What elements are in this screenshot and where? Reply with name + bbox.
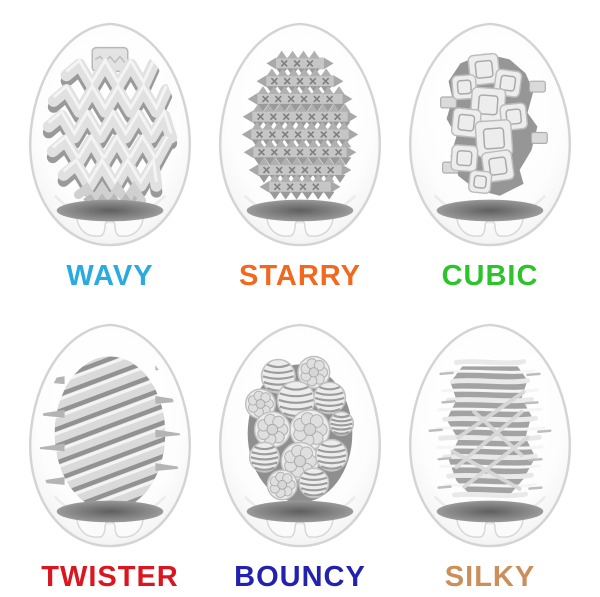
egg-cubic-graphic: [408, 22, 572, 247]
egg-bouncy-graphic: [218, 323, 382, 548]
egg-starry-graphic: [218, 22, 382, 247]
product-cell-twister: TWISTER: [18, 321, 202, 592]
egg-illustration-cubic: [401, 20, 579, 249]
product-cell-bouncy: BOUNCY: [208, 321, 392, 592]
egg-illustration-bouncy: [211, 321, 389, 550]
product-cell-wavy: WAVY: [18, 20, 202, 291]
product-label-cubic: CUBIC: [441, 260, 539, 292]
egg-wavy-graphic: [28, 22, 192, 247]
egg-twister-graphic: [28, 323, 192, 548]
egg-silky-graphic: [408, 323, 572, 548]
product-cell-cubic: CUBIC: [398, 20, 582, 291]
product-label-twister: TWISTER: [41, 561, 179, 593]
product-label-silky: SILKY: [444, 561, 536, 593]
product-cell-starry: STARRY: [208, 20, 392, 291]
product-label-bouncy: BOUNCY: [234, 561, 366, 593]
egg-illustration-twister: [21, 321, 199, 550]
product-cell-silky: SILKY: [398, 321, 582, 592]
egg-illustration-silky: [401, 321, 579, 550]
egg-illustration-wavy: [21, 20, 199, 249]
product-label-wavy: WAVY: [66, 260, 154, 292]
egg-illustration-starry: [211, 20, 389, 249]
product-label-starry: STARRY: [239, 260, 361, 292]
